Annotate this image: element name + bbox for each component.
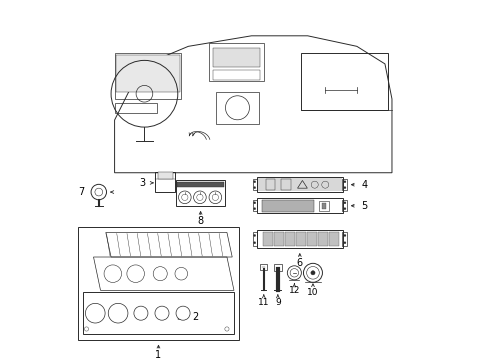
Bar <box>256 177 342 192</box>
Circle shape <box>343 234 346 237</box>
Text: 2: 2 <box>192 312 198 322</box>
Circle shape <box>104 265 122 283</box>
Circle shape <box>253 234 255 237</box>
Circle shape <box>85 303 105 323</box>
Bar <box>295 232 305 246</box>
Bar <box>317 232 327 246</box>
Circle shape <box>253 208 255 210</box>
Circle shape <box>175 267 187 280</box>
Bar <box>155 172 175 192</box>
Bar <box>177 181 224 187</box>
Bar <box>321 203 326 208</box>
Bar <box>328 232 339 246</box>
Bar <box>212 48 260 67</box>
Bar <box>252 232 257 247</box>
Text: 12: 12 <box>288 286 300 295</box>
Text: 3: 3 <box>139 178 145 188</box>
Bar <box>212 70 260 80</box>
Bar <box>252 179 257 190</box>
Bar <box>263 232 273 246</box>
Bar <box>116 55 179 92</box>
Text: 11: 11 <box>258 298 269 307</box>
Bar <box>256 198 342 213</box>
Bar <box>265 179 275 190</box>
Bar <box>256 230 342 248</box>
Bar <box>342 179 346 190</box>
Text: 1: 1 <box>155 350 161 360</box>
Bar <box>342 200 346 211</box>
Bar <box>209 43 263 81</box>
Bar <box>114 53 181 99</box>
Bar <box>274 232 284 246</box>
Bar <box>281 179 290 190</box>
Text: 10: 10 <box>306 288 318 297</box>
Circle shape <box>343 242 346 244</box>
Circle shape <box>343 202 346 204</box>
Circle shape <box>253 186 255 189</box>
Circle shape <box>126 265 144 283</box>
Bar <box>83 292 233 334</box>
Text: 7: 7 <box>79 187 84 197</box>
Text: 8: 8 <box>197 216 203 226</box>
Circle shape <box>253 202 255 204</box>
Bar <box>306 232 317 246</box>
Circle shape <box>108 303 128 323</box>
Bar <box>318 201 328 211</box>
Bar <box>252 200 257 211</box>
Bar <box>273 264 282 271</box>
Circle shape <box>343 208 346 210</box>
Bar <box>114 103 156 113</box>
Bar <box>300 53 387 109</box>
Text: 6: 6 <box>296 258 302 268</box>
Circle shape <box>155 306 169 320</box>
Bar <box>342 232 346 247</box>
Bar <box>262 200 313 212</box>
Bar <box>260 264 267 270</box>
Circle shape <box>134 306 148 320</box>
Circle shape <box>253 181 255 183</box>
Circle shape <box>153 267 167 281</box>
Circle shape <box>310 271 314 275</box>
Text: 9: 9 <box>274 298 280 307</box>
Bar <box>158 172 172 179</box>
Circle shape <box>176 306 190 320</box>
Circle shape <box>343 181 346 183</box>
Circle shape <box>343 186 346 189</box>
Bar <box>257 178 342 191</box>
Text: 5: 5 <box>360 201 366 211</box>
Bar <box>78 227 239 339</box>
Text: 4: 4 <box>360 180 366 190</box>
Bar <box>176 180 225 206</box>
Circle shape <box>253 242 255 244</box>
Bar <box>216 92 258 123</box>
Bar <box>285 232 295 246</box>
